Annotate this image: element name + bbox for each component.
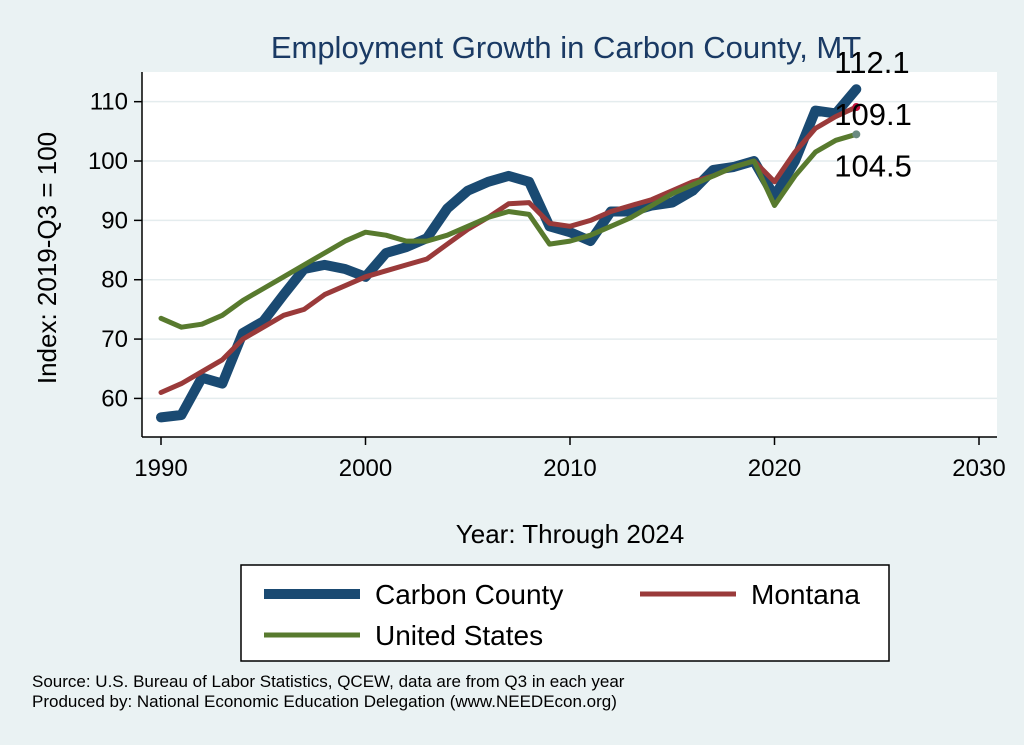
y-tick-label: 100: [88, 148, 128, 175]
legend: Carbon County Montana United States: [240, 564, 890, 662]
gridlines: [142, 100, 997, 400]
x-tick-label: 2030: [952, 455, 1005, 482]
series-end-marker: [852, 103, 861, 112]
source-note: Source: U.S. Bureau of Labor Statistics,…: [32, 672, 625, 691]
x-tick-label: 2020: [748, 455, 801, 482]
axes: 60 70 80 90 100 110 1990 2000 2010 2020 2030: [88, 72, 1006, 482]
produced-by-note: Produced by: National Economic Education…: [32, 692, 617, 711]
x-axis-label: Year: Through 2024: [456, 519, 684, 549]
end-label-carbon-county: 112.1: [834, 45, 909, 80]
chart-title: Employment Growth in Carbon County, MT: [271, 30, 861, 65]
y-axis-label: Index: 2019-Q3 = 100: [32, 132, 62, 384]
x-tick-label: 1990: [134, 455, 187, 482]
y-tick-label: 60: [101, 385, 128, 412]
end-label-montana: 109.1: [834, 97, 912, 132]
series-lines: [156, 84, 862, 423]
legend-box: [240, 564, 890, 662]
end-labels: 112.1 109.1 104.5: [834, 45, 912, 183]
legend-label: Montana: [751, 579, 860, 610]
y-tick-label: 70: [101, 326, 128, 353]
y-tick-label: 80: [101, 267, 128, 294]
x-tick-label: 2000: [339, 455, 392, 482]
series-end-marker: [852, 130, 861, 139]
series-line-united-states: [158, 131, 859, 330]
end-label-united-states: 104.5: [834, 148, 912, 183]
legend-label: Carbon County: [375, 579, 563, 610]
x-tick-label: 2010: [543, 455, 596, 482]
series-end-marker: [852, 85, 861, 94]
y-tick-label: 90: [101, 207, 128, 234]
y-tick-label: 110: [90, 89, 128, 116]
legend-label: United States: [375, 620, 543, 651]
